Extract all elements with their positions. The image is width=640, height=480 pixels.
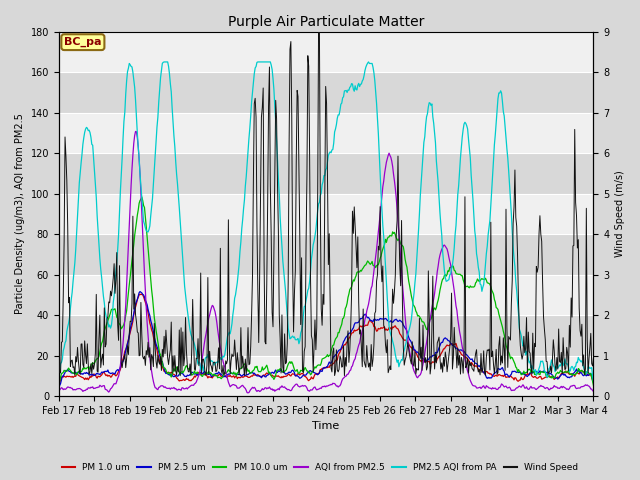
Y-axis label: Particle Density (ug/m3), AQI from PM2.5: Particle Density (ug/m3), AQI from PM2.5 [15,113,25,314]
Legend: PM 1.0 um, PM 2.5 um, PM 10.0 um, AQI from PM2.5, PM2.5 AQI from PA, Wind Speed: PM 1.0 um, PM 2.5 um, PM 10.0 um, AQI fr… [58,459,582,476]
Bar [59,153,593,193]
Y-axis label: Wind Speed (m/s): Wind Speed (m/s) [615,170,625,257]
Bar [59,32,593,72]
Title: Purple Air Particulate Matter: Purple Air Particulate Matter [228,15,424,29]
Bar [59,72,593,113]
Bar [59,315,593,356]
Text: BC_pa: BC_pa [64,37,102,48]
Bar [59,113,593,153]
Bar [59,356,593,396]
Bar [59,193,593,234]
Bar [59,275,593,315]
X-axis label: Time: Time [312,421,340,432]
Bar [59,234,593,275]
